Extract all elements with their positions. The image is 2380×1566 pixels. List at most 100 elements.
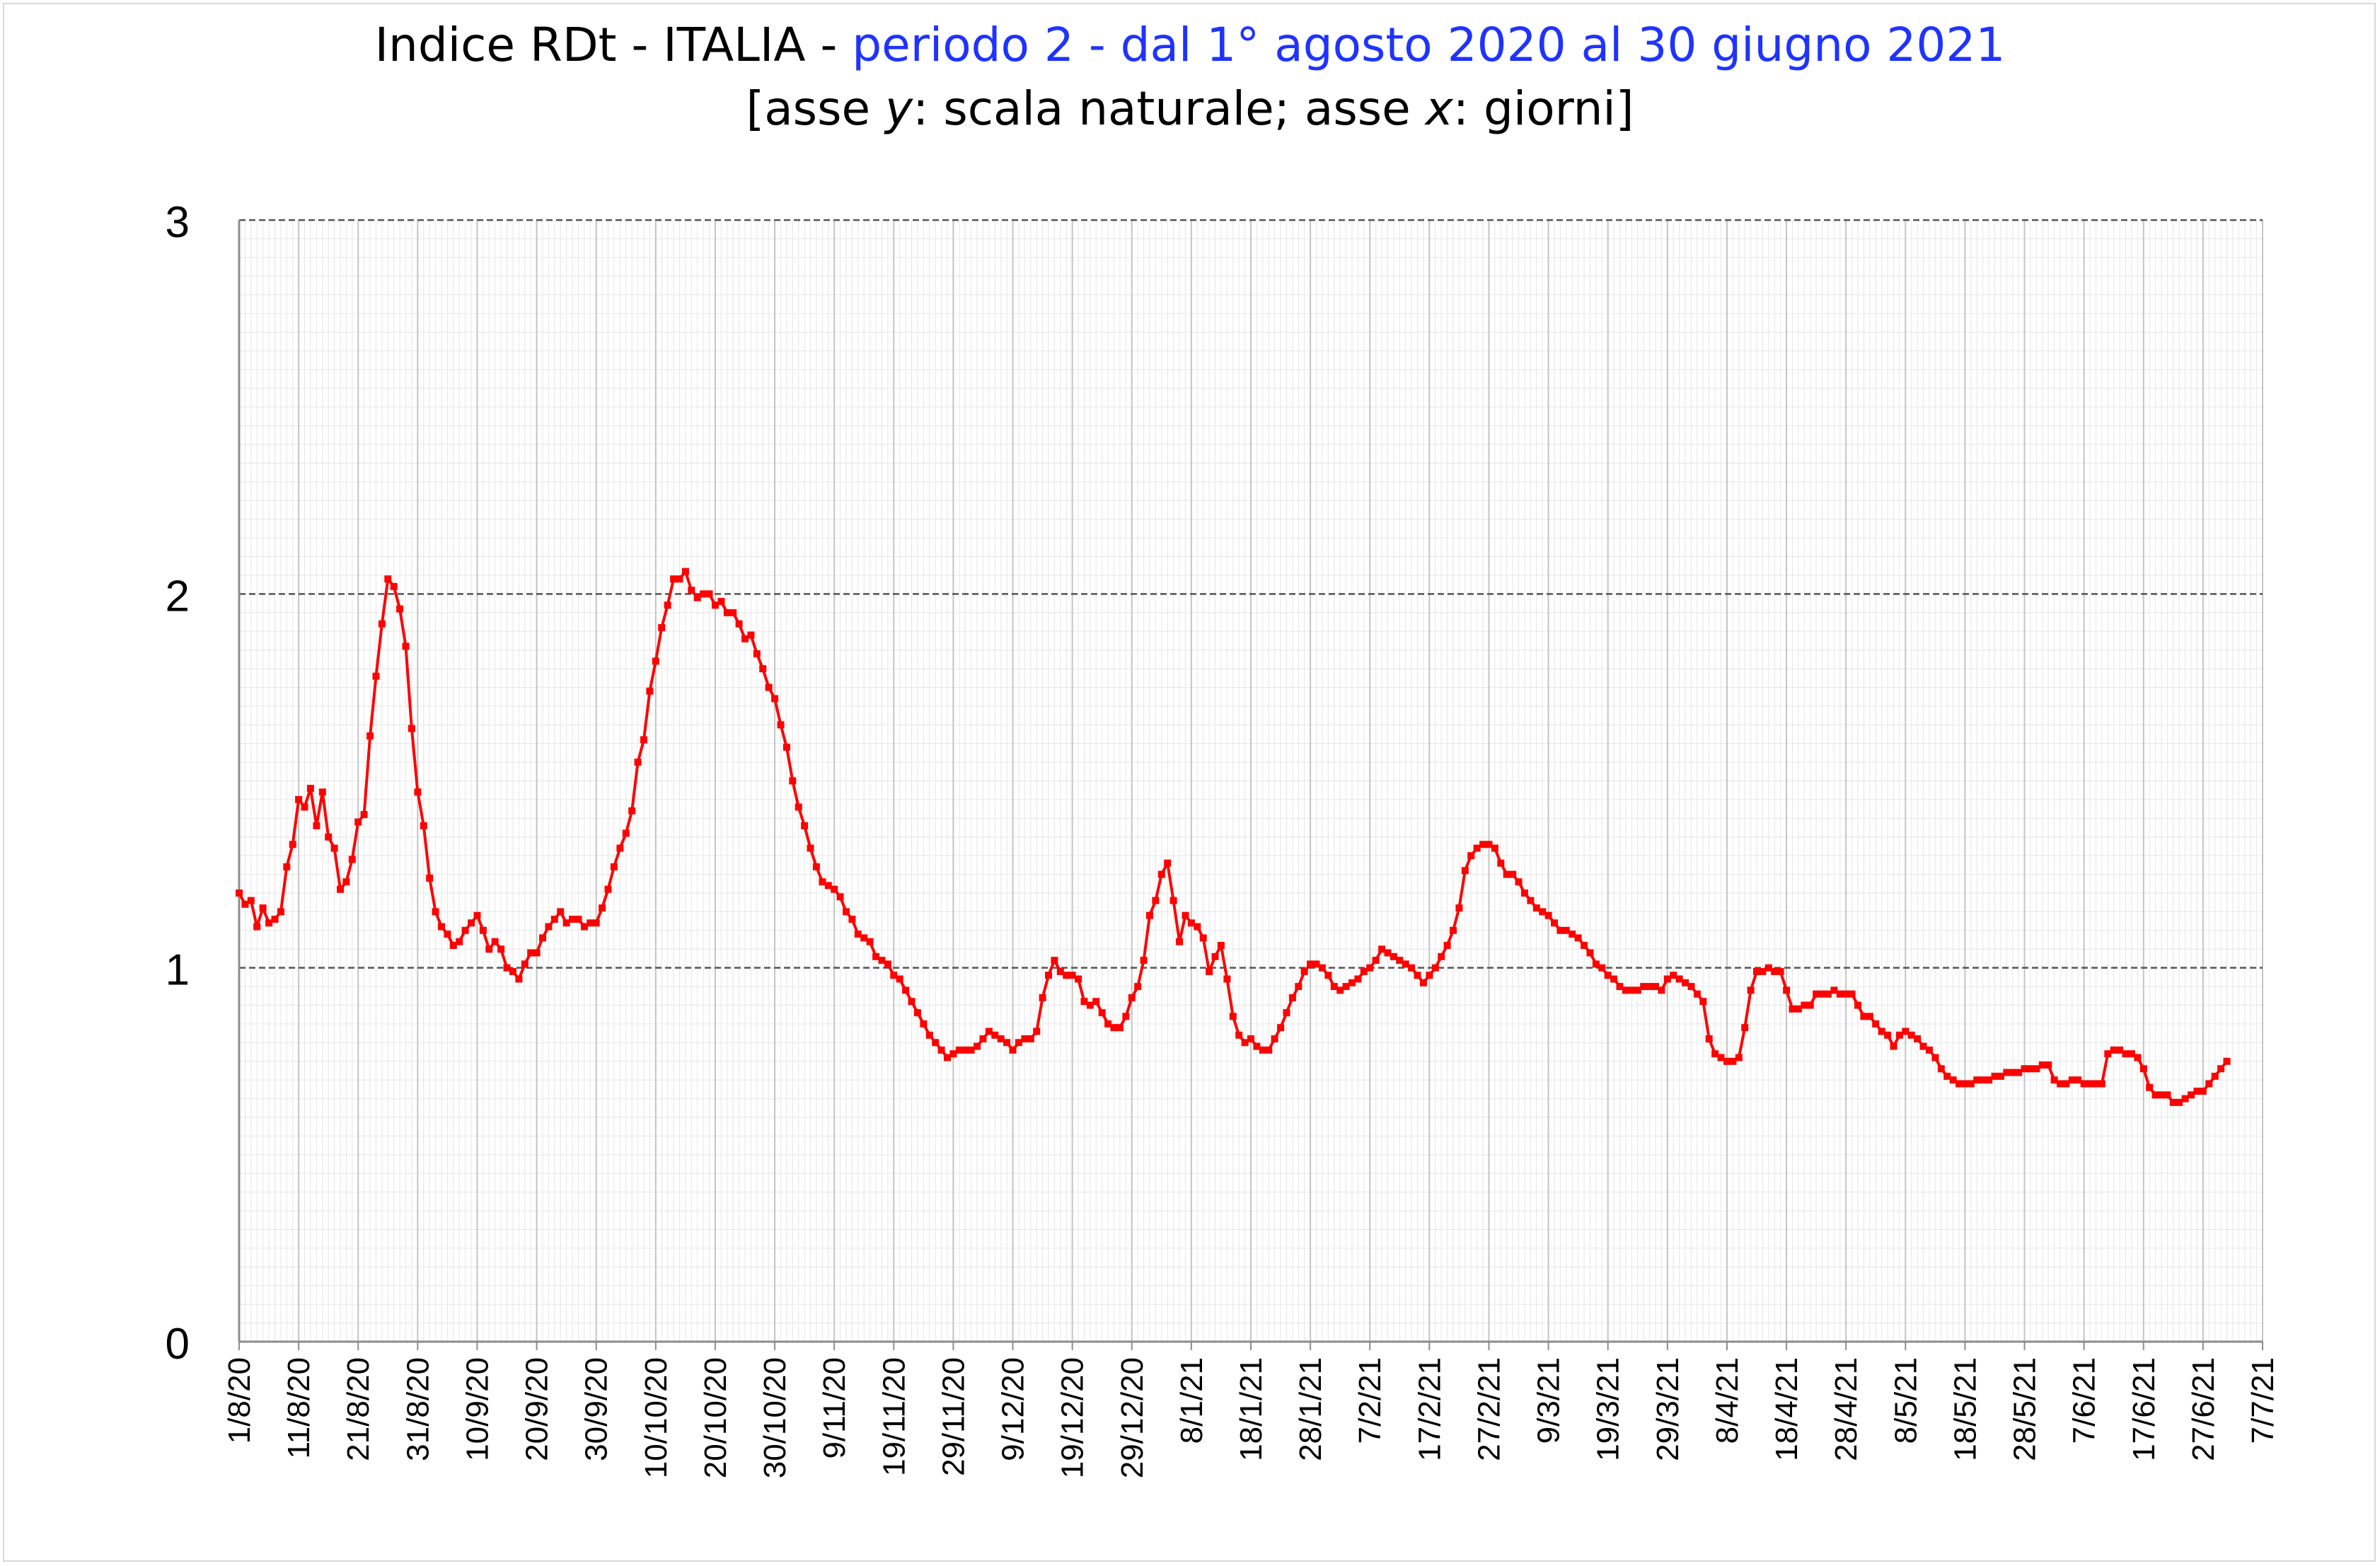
data-point — [1265, 1046, 1273, 1054]
data-point — [1110, 1024, 1118, 1032]
chart-title-main: Indice RDt - ITALIA - — [374, 18, 853, 72]
data-point — [1646, 983, 1653, 991]
data-point — [1122, 1013, 1130, 1020]
data-point — [1604, 972, 1612, 979]
data-point — [1283, 1009, 1290, 1017]
data-point — [949, 1050, 957, 1058]
data-point — [1574, 934, 1582, 942]
data-point — [664, 601, 671, 609]
data-point — [872, 952, 880, 960]
data-point — [1759, 967, 1767, 975]
x-tick-label: 9/12/20 — [996, 1357, 1031, 1461]
data-point — [937, 1046, 945, 1054]
chart-subtitle: [asse y: scala naturale; asse x: giorni] — [0, 76, 2380, 142]
data-point — [1390, 952, 1397, 960]
data-point — [1402, 960, 1409, 968]
y-tick-label: 1 — [166, 946, 190, 995]
data-point — [1866, 1013, 1873, 1020]
data-point — [587, 919, 594, 927]
data-point — [961, 1046, 969, 1054]
data-point — [2050, 1076, 2058, 1084]
data-point — [1419, 979, 1427, 986]
data-point — [1426, 972, 1433, 979]
data-point — [521, 960, 528, 968]
data-point — [1217, 942, 1225, 949]
data-point — [2193, 1088, 2201, 1095]
data-point — [1556, 926, 1564, 934]
data-point — [1342, 983, 1350, 991]
data-point — [372, 672, 380, 680]
data-point — [1854, 1001, 1861, 1009]
data-point — [2068, 1076, 2076, 1084]
data-point — [1937, 1065, 1945, 1073]
data-point — [1128, 994, 1136, 1001]
data-point — [289, 841, 296, 848]
data-point — [723, 609, 731, 616]
data-point — [1075, 975, 1082, 983]
data-point — [1104, 1020, 1112, 1027]
data-point — [908, 998, 915, 1006]
data-point — [1919, 1042, 1927, 1050]
data-point — [2033, 1065, 2040, 1073]
x-tick-label: 17/2/21 — [1412, 1357, 1447, 1461]
x-tick-label: 29/12/20 — [1115, 1357, 1150, 1478]
data-point — [2139, 1065, 2147, 1073]
data-point — [1723, 1057, 1731, 1065]
data-point — [836, 893, 844, 901]
data-point — [1473, 844, 1481, 852]
data-point — [1735, 1054, 1743, 1061]
data-point — [1581, 942, 1588, 949]
data-point — [378, 620, 386, 628]
data-point — [1794, 1005, 1802, 1013]
data-point — [1408, 964, 1416, 972]
data-point — [824, 882, 832, 889]
data-point — [705, 590, 713, 598]
data-point — [253, 923, 261, 931]
data-point — [997, 1035, 1005, 1042]
data-point — [860, 934, 868, 942]
data-point — [2181, 1095, 2189, 1102]
data-point — [384, 575, 392, 583]
data-point — [1140, 957, 1148, 965]
data-point — [2062, 1080, 2070, 1088]
data-point — [1753, 967, 1760, 975]
x-tick-label: 21/8/20 — [341, 1357, 376, 1461]
data-point — [313, 822, 320, 829]
data-point — [325, 833, 333, 841]
data-point — [1771, 967, 1779, 975]
data-point — [801, 822, 809, 829]
x-tick-label: 18/1/21 — [1234, 1357, 1269, 1461]
data-point — [1539, 908, 1547, 916]
data-point — [1045, 972, 1052, 979]
data-point — [2080, 1080, 2088, 1088]
data-point — [1884, 1031, 1892, 1039]
data-point — [1098, 1009, 1106, 1017]
data-point — [932, 1039, 940, 1047]
data-point — [1872, 1020, 1880, 1027]
chart-subtitle-x-symbol: x — [1425, 81, 1453, 136]
data-point — [557, 908, 565, 916]
data-point — [819, 878, 826, 886]
data-point — [1450, 926, 1457, 934]
data-point — [2098, 1080, 2105, 1088]
data-point — [902, 986, 910, 994]
data-point — [1182, 911, 1189, 919]
data-point — [1801, 1001, 1808, 1009]
data-point — [295, 795, 303, 803]
data-point — [1520, 889, 1528, 897]
data-point — [1080, 998, 1088, 1006]
data-point — [944, 1054, 951, 1061]
x-tick-label: 30/10/20 — [758, 1357, 792, 1478]
data-point — [1438, 952, 1445, 960]
x-tick-label: 20/9/20 — [520, 1357, 555, 1461]
data-point — [890, 972, 898, 979]
data-point — [1818, 990, 1826, 998]
data-point — [599, 904, 606, 912]
data-point — [2038, 1061, 2046, 1069]
data-point — [1134, 983, 1142, 991]
chart-subtitle-part-3: : scala naturale; asse — [913, 81, 1426, 136]
data-point — [1890, 1042, 1897, 1050]
data-point — [807, 844, 814, 852]
data-point — [1842, 990, 1850, 998]
